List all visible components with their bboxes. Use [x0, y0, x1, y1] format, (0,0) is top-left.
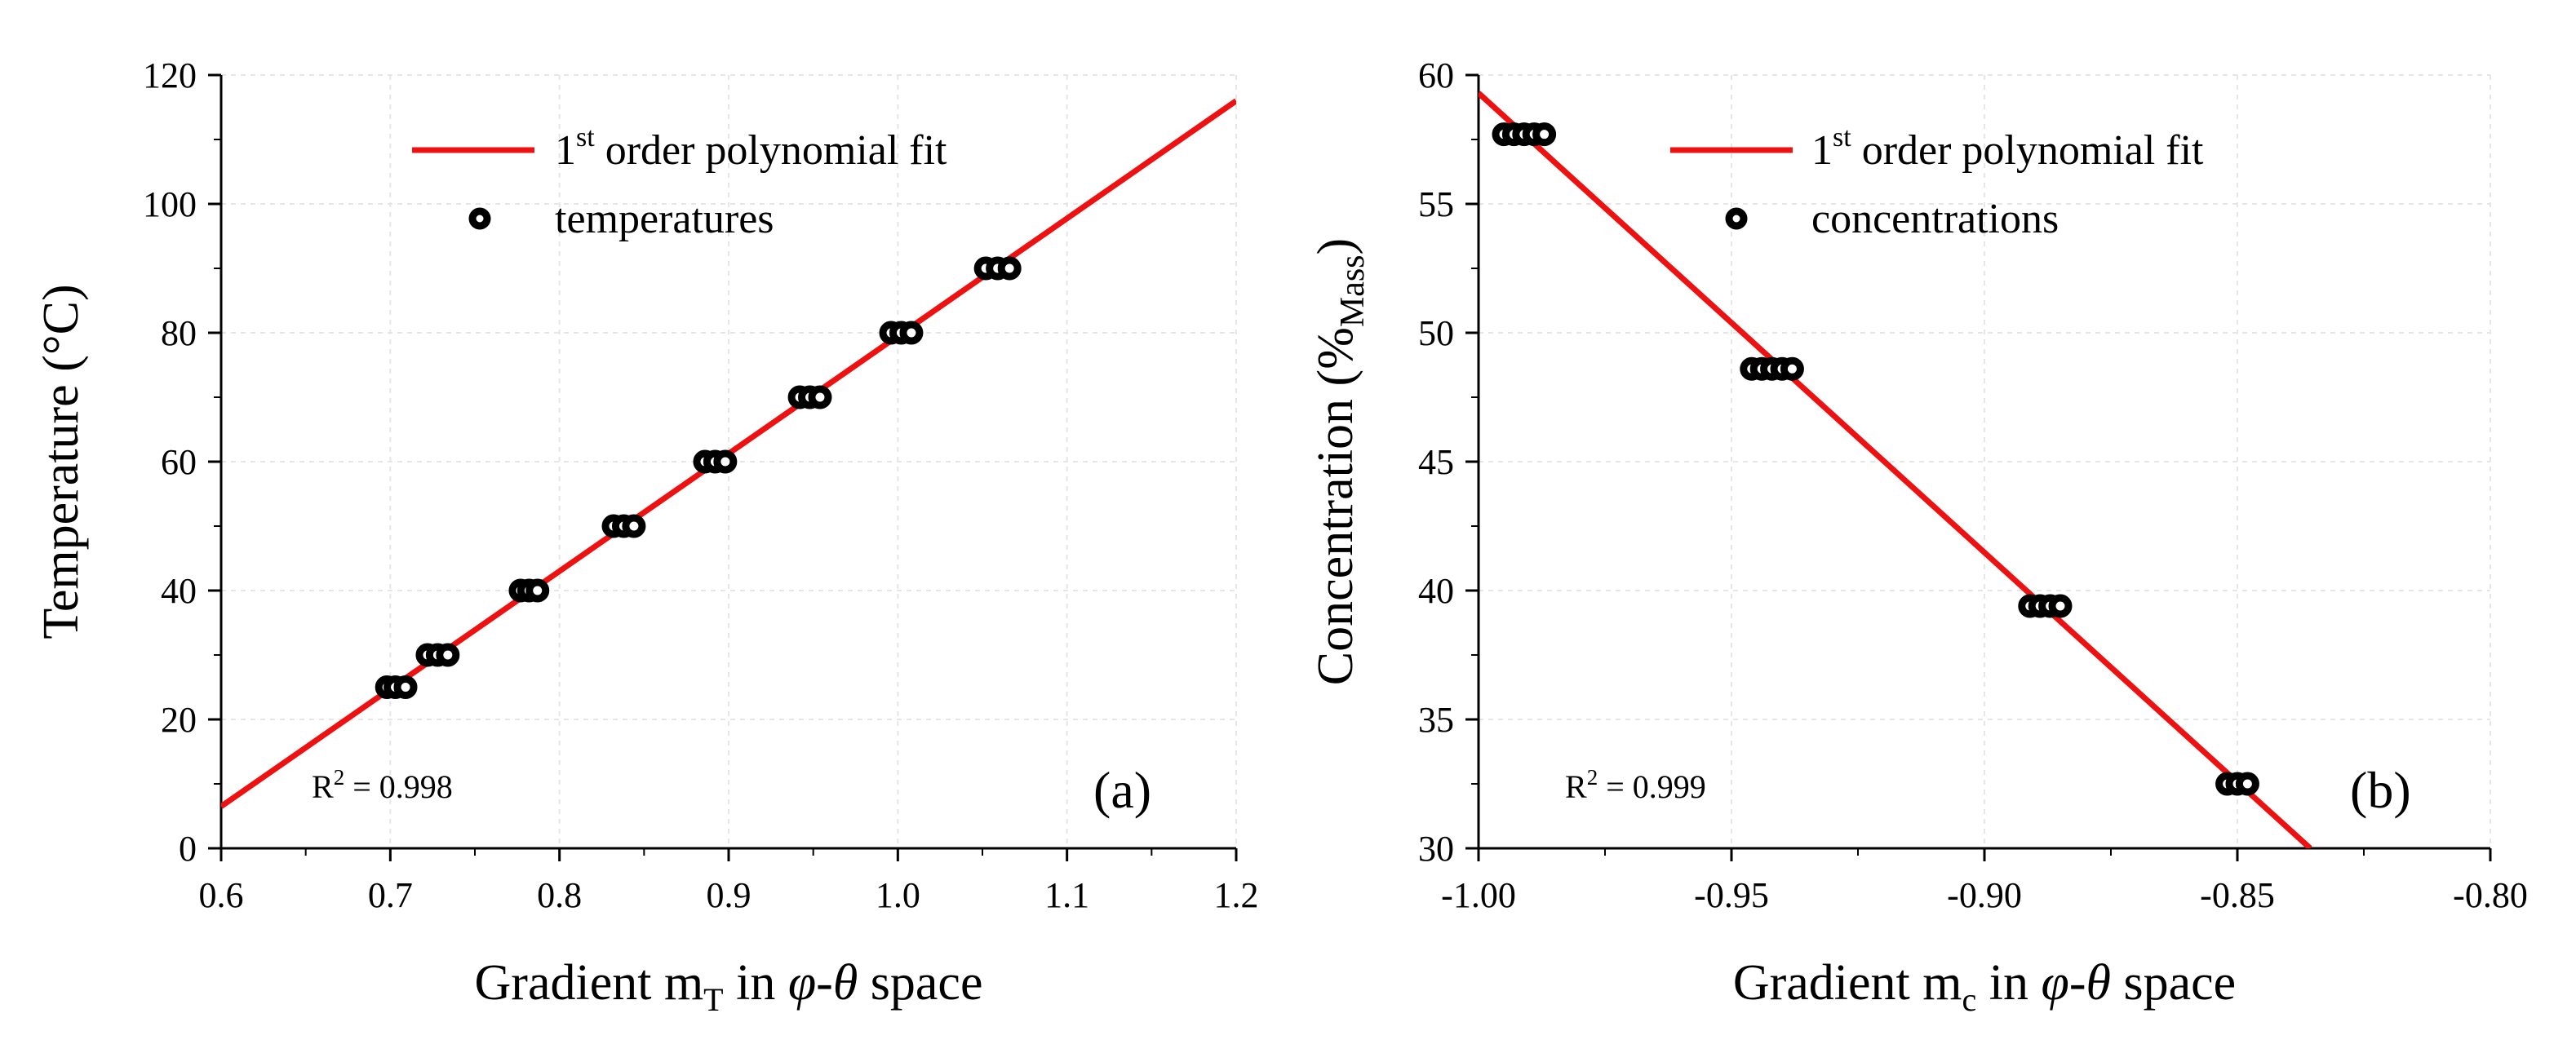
panel-a-x-ticks: 0.6 0.7 0.8 0.9 1.0 1.1 1.2: [199, 848, 1259, 915]
x-tick-label: -0.90: [1947, 875, 2022, 915]
x-title-mid: in: [1976, 955, 2041, 1011]
legend-fit-label: 1st order polynomial fit: [555, 122, 947, 174]
x-tick-label: 0.6: [199, 875, 244, 915]
fit-line: [1479, 91, 2312, 848]
panel-b-y-axis-title: Concentration (%Mass): [1308, 238, 1372, 685]
y-tick-label: 45: [1418, 442, 1454, 482]
panel-b: -1.00 -0.95 -0.90 -0.85 -0.80 30 35 40 45 50 55 60 1…: [1308, 55, 2528, 1018]
x-title-var-theta: θ: [2086, 955, 2110, 1011]
data-point: [393, 675, 418, 699]
data-point: [899, 321, 924, 345]
x-title-dash: -: [2069, 955, 2086, 1011]
x-tick-label: 0.9: [707, 875, 752, 915]
y-tick-label: 120: [143, 55, 197, 95]
r-squared-value: = 0.998: [344, 768, 453, 805]
x-tick-label: -0.85: [2200, 875, 2275, 915]
x-title-suffix: space: [2111, 955, 2236, 1011]
data-point: [525, 578, 550, 603]
x-tick-label: -1.00: [1441, 875, 1516, 915]
y-tick-label: 20: [161, 700, 197, 740]
x-title-var-phi: φ: [788, 955, 816, 1011]
x-tick-label: 0.8: [537, 875, 582, 915]
panel-b-markers: [1492, 122, 2259, 796]
y-tick-label: 60: [1418, 55, 1454, 95]
y-tick-label: 40: [1418, 571, 1454, 611]
panel-a-y-ticks: 0 20 40 60 80 100 120: [143, 55, 221, 869]
y-title-subscript: Mass: [1334, 254, 1372, 327]
legend-fit-superscript: st: [1833, 122, 1851, 153]
x-title-dash: -: [816, 955, 833, 1011]
r-squared-value: = 0.999: [1598, 768, 1706, 805]
panel-b-grid: [1478, 74, 2491, 849]
legend-fit-label: 1st order polynomial fit: [1811, 122, 2204, 174]
x-title-mid: in: [724, 955, 788, 1011]
x-tick-label: -0.80: [2453, 875, 2528, 915]
panel-b-x-axis-title: Gradient mc in φ-θ space: [1733, 955, 2236, 1018]
y-title-suffix: ): [1308, 238, 1363, 255]
panel-b-legend: 1st order polynomial fit concentrations: [1670, 122, 2204, 242]
data-point: [2048, 594, 2073, 618]
legend-point-swatch: [1725, 207, 1748, 230]
x-title-prefix: Gradient m: [1733, 955, 1962, 1011]
y-tick-label: 40: [161, 571, 197, 611]
r-squared-annotation: R2 = 0.999: [1565, 765, 1706, 805]
data-point: [1532, 122, 1557, 147]
x-title-suffix: space: [858, 955, 982, 1011]
x-tick-label: -0.95: [1694, 875, 1769, 915]
r-squared-superscript: 2: [1587, 765, 1598, 790]
y-tick-label: 30: [1418, 829, 1454, 869]
r-squared-annotation: R2 = 0.998: [312, 765, 453, 805]
y-tick-label: 55: [1418, 184, 1454, 224]
legend-point-swatch: [468, 207, 491, 230]
y-tick-label: 100: [143, 184, 197, 224]
data-point: [436, 643, 460, 667]
panel-b-y-ticks: 30 35 40 45 50 55 60: [1418, 55, 1479, 869]
x-title-subscript: c: [1962, 981, 1977, 1018]
legend-fit-number: 1: [1811, 127, 1833, 174]
x-tick-label: 1.0: [876, 875, 920, 915]
data-point: [808, 385, 832, 409]
data-point: [622, 514, 646, 538]
y-tick-label: 60: [161, 442, 197, 482]
data-point: [1780, 356, 1804, 381]
x-tick-label: 1.2: [1214, 875, 1259, 915]
y-tick-label: 80: [161, 313, 197, 353]
legend-point-label: temperatures: [555, 196, 774, 242]
data-point: [2235, 772, 2259, 796]
data-point: [997, 256, 1022, 281]
legend-fit-number: 1: [555, 127, 576, 174]
x-title-var-theta: θ: [833, 955, 858, 1011]
x-title-subscript: T: [703, 981, 723, 1018]
panel-a-x-axis-title: Gradient mT in φ-θ space: [475, 955, 983, 1018]
panel-label: (b): [2350, 761, 2411, 819]
panel-a: 0.6 0.7 0.8 0.9 1.0 1.1 1.2 0 20 40 60 80 100 120 1st …: [33, 55, 1259, 1018]
y-tick-label: 50: [1418, 313, 1454, 353]
panel-a-legend: 1st order polynomial fit temperatures: [412, 122, 947, 242]
y-tick-label: 0: [179, 829, 197, 869]
r-squared-superscript: 2: [334, 765, 345, 790]
x-tick-label: 1.1: [1044, 875, 1089, 915]
r-squared-r: R: [1565, 768, 1587, 805]
x-tick-label: 0.7: [368, 875, 413, 915]
r-squared-r: R: [312, 768, 334, 805]
legend-fit-text: order polynomial fit: [1851, 127, 2204, 174]
x-title-var-phi: φ: [2042, 955, 2069, 1011]
panel-a-markers: [375, 256, 1022, 699]
legend-point-label: concentrations: [1811, 196, 2059, 242]
x-title-prefix: Gradient m: [475, 955, 704, 1011]
y-title-prefix: Concentration (%: [1308, 327, 1363, 685]
legend-fit-text: order polynomial fit: [595, 127, 947, 174]
y-tick-label: 35: [1418, 700, 1454, 740]
data-point: [713, 449, 738, 474]
panel-a-y-axis-title: Temperature (°C): [33, 284, 89, 639]
legend-fit-superscript: st: [576, 122, 595, 153]
panel-b-x-ticks: -1.00 -0.95 -0.90 -0.85 -0.80: [1441, 848, 2528, 915]
panel-label: (a): [1093, 761, 1151, 819]
